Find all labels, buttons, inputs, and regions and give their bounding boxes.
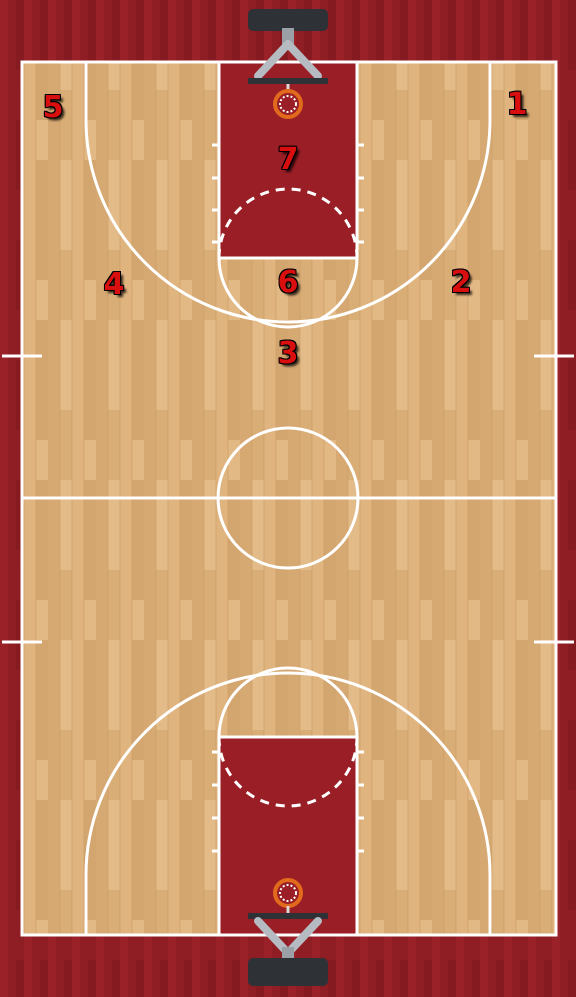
- bottom-three-point-line: [84, 671, 492, 935]
- top-rim-icon: [273, 84, 303, 119]
- top-lane: [217, 60, 359, 260]
- bottom-lane: [217, 735, 359, 937]
- position-marker-7[interactable]: 7: [277, 141, 299, 177]
- bottom-rim-icon: [273, 878, 303, 913]
- position-marker-1[interactable]: 1: [506, 86, 528, 122]
- position-marker-6[interactable]: 6: [277, 264, 299, 300]
- position-marker-3[interactable]: 3: [277, 335, 299, 371]
- bottom-free-throw-circle: [217, 666, 359, 738]
- center-circle: [216, 426, 360, 570]
- top-paint: [219, 62, 357, 258]
- bottom-backboard-icon: [248, 913, 328, 986]
- bottom-free-throw-circle-dashed: [217, 736, 359, 808]
- lane-marks: [212, 143, 364, 853]
- top-free-throw-circle: [217, 257, 359, 329]
- position-marker-2[interactable]: 2: [450, 264, 472, 300]
- position-marker-4[interactable]: 4: [103, 266, 125, 302]
- top-three-point-line: [84, 62, 492, 324]
- top-free-throw-circle-dashed: [217, 187, 359, 259]
- top-backboard-icon: [248, 9, 328, 84]
- position-marker-5[interactable]: 5: [42, 89, 64, 125]
